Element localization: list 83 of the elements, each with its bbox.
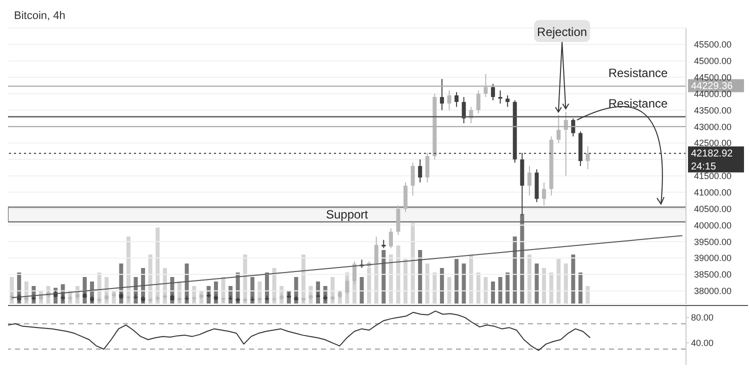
bar xyxy=(250,277,254,304)
candlestick xyxy=(454,92,459,108)
y-tick-label: 40500.00 xyxy=(694,204,732,214)
candlestick xyxy=(506,94,510,108)
y-tick-label: 43000.00 xyxy=(694,122,732,132)
candlestick xyxy=(564,111,568,176)
candlestick xyxy=(586,146,590,170)
y-tick-label: 80.00 xyxy=(691,312,714,323)
bar xyxy=(512,236,517,304)
y-tick-label: 45500.00 xyxy=(694,40,732,50)
bar xyxy=(382,250,386,304)
bar xyxy=(184,264,189,304)
bar xyxy=(462,264,466,304)
bar xyxy=(520,214,524,304)
bar xyxy=(454,259,459,304)
y-tick-label: 40000.00 xyxy=(694,220,732,230)
y-tick-label: 38000.00 xyxy=(694,286,732,296)
band-label: Support xyxy=(326,208,369,222)
bar xyxy=(578,272,582,304)
y-tick-label: 39500.00 xyxy=(694,236,732,247)
bar xyxy=(388,254,393,304)
bar xyxy=(418,250,422,304)
candlestick xyxy=(527,166,532,196)
bar xyxy=(586,286,590,304)
annotation: Resistance xyxy=(608,96,668,111)
candlestick xyxy=(498,90,502,104)
y-tick-label: 42500.00 xyxy=(694,138,732,148)
candlestick xyxy=(462,96,466,124)
bar xyxy=(156,228,160,304)
candlestick xyxy=(404,182,408,212)
y-tick-label: 41500.00 xyxy=(694,171,732,182)
y-tick-label: 45000.00 xyxy=(694,56,732,66)
bar xyxy=(490,282,495,304)
bar xyxy=(367,268,372,304)
ref-line-label: 42182.92 xyxy=(691,148,734,160)
candlestick xyxy=(542,182,546,206)
candlestick xyxy=(388,228,393,249)
candlestick xyxy=(484,74,488,98)
y-tick-label: 44000.00 xyxy=(694,88,732,99)
bar xyxy=(542,268,546,304)
bar xyxy=(126,236,130,304)
bar xyxy=(148,254,152,304)
chart-title: Bitcoin, 4h xyxy=(14,10,66,22)
annotation: Resistance xyxy=(608,66,668,80)
candlestick xyxy=(476,90,480,114)
bar xyxy=(527,254,532,304)
bar xyxy=(564,264,568,304)
bar xyxy=(410,223,415,304)
candlestick xyxy=(447,90,452,111)
bar xyxy=(440,268,444,304)
candlestick xyxy=(425,152,430,183)
bar xyxy=(360,277,364,304)
bar xyxy=(404,259,408,304)
y-tick-label: 40.00 xyxy=(691,338,714,348)
y-tick-label: 41000.00 xyxy=(694,187,732,198)
text: 24:15 xyxy=(691,161,716,172)
bar xyxy=(506,272,510,304)
bar xyxy=(432,272,437,304)
bar xyxy=(425,264,430,304)
bar xyxy=(571,254,576,304)
candlestick xyxy=(571,118,576,137)
y-tick-label: 39000.00 xyxy=(694,253,732,264)
bar xyxy=(469,254,474,304)
bar xyxy=(534,264,539,304)
bar xyxy=(396,246,400,304)
bar xyxy=(447,277,452,304)
candlestick xyxy=(440,78,444,111)
candlestick xyxy=(490,83,495,101)
bar xyxy=(498,277,502,304)
annotation: Rejection xyxy=(537,25,588,39)
bar xyxy=(556,259,561,304)
line-series xyxy=(8,310,591,351)
candlestick xyxy=(418,158,422,183)
y-tick-label: 44500.00 xyxy=(694,72,732,82)
y-tick-label: 38500.00 xyxy=(694,270,732,280)
candlestick xyxy=(410,162,415,196)
candlestick xyxy=(396,204,400,236)
y-tick-label: 43500.00 xyxy=(694,105,732,116)
bar xyxy=(476,272,480,304)
bar xyxy=(484,277,488,304)
bar xyxy=(243,254,248,304)
bar xyxy=(549,272,554,304)
candlestick xyxy=(556,114,561,144)
